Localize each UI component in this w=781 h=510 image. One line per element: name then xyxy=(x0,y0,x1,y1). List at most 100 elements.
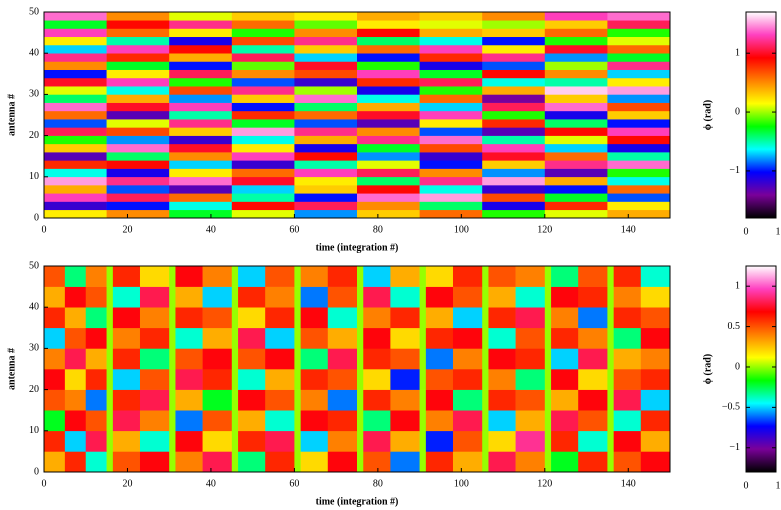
heatmap-cell xyxy=(607,389,614,411)
heatmap-cell xyxy=(231,44,295,54)
heatmap-cell xyxy=(419,127,483,136)
heatmap-cell xyxy=(544,86,608,95)
heatmap-cell xyxy=(44,430,66,452)
heatmap-cell xyxy=(44,94,107,103)
heatmap-cell xyxy=(139,451,170,473)
heatmap-cell xyxy=(357,152,420,161)
heatmap-cell xyxy=(544,410,552,432)
heatmap-cell xyxy=(419,410,427,432)
x-tick-label: 20 xyxy=(122,478,132,489)
y-tick-label: 50 xyxy=(29,260,39,271)
heatmap-cell xyxy=(607,286,614,308)
heatmap-cell xyxy=(357,127,420,136)
heatmap-cell xyxy=(294,201,358,211)
heatmap-cell xyxy=(357,119,420,128)
heatmap-cell xyxy=(515,410,546,432)
heatmap-cell xyxy=(265,369,295,390)
heatmap-cell xyxy=(44,36,107,46)
heatmap-cell xyxy=(357,209,420,219)
heatmap-cell xyxy=(175,266,203,287)
heatmap-cell xyxy=(294,20,358,29)
heatmap-cell xyxy=(294,86,358,95)
heatmap-cell xyxy=(357,135,420,145)
heatmap-cell xyxy=(231,94,295,103)
heatmap-cell xyxy=(265,389,295,411)
heatmap-cell xyxy=(169,94,233,103)
heatmap-cell xyxy=(419,110,483,120)
heatmap-cell xyxy=(357,69,420,79)
heatmap-cell xyxy=(452,286,483,308)
heatmap-cell xyxy=(64,410,87,432)
heatmap-cell xyxy=(44,110,107,120)
heatmap-cell xyxy=(106,168,170,178)
heatmap-cell xyxy=(544,430,552,452)
heatmap-cell xyxy=(169,86,233,95)
heatmap-cell xyxy=(425,307,454,329)
heatmap-cell xyxy=(515,389,546,411)
heatmap-cell xyxy=(544,451,552,473)
heatmap-cell xyxy=(425,451,454,473)
heatmap-cell xyxy=(294,193,358,202)
heatmap-cell xyxy=(231,20,295,29)
heatmap-cell xyxy=(238,266,266,287)
heatmap-cell xyxy=(515,327,546,349)
heatmap-cell xyxy=(357,430,364,452)
x-tick-label: 40 xyxy=(206,478,216,489)
heatmap-cell xyxy=(231,430,239,452)
heatmap-cell xyxy=(551,266,579,287)
heatmap-cell xyxy=(482,119,546,128)
x-tick-label: 140 xyxy=(621,478,636,489)
heatmap-cell xyxy=(482,152,546,161)
heatmap-cell xyxy=(231,12,295,21)
heatmap-cell xyxy=(169,209,233,219)
heatmap-cell xyxy=(482,135,546,145)
heatmap-cell xyxy=(482,209,546,219)
heatmap-cell xyxy=(419,53,483,62)
heatmap-cell xyxy=(482,86,546,95)
heatmap-cell xyxy=(607,410,614,432)
heatmap-cell xyxy=(112,307,141,329)
heatmap-cell xyxy=(482,389,489,411)
heatmap-cell xyxy=(488,348,516,370)
heatmap-cell xyxy=(544,185,608,194)
heatmap-cell xyxy=(452,389,483,411)
heatmap-cell xyxy=(357,44,420,54)
heatmap-cell xyxy=(231,168,295,178)
heatmap-cell xyxy=(231,28,295,38)
heatmap-cell xyxy=(482,143,546,153)
heatmap-cell xyxy=(578,307,608,329)
heatmap-cell xyxy=(231,193,295,202)
heatmap-cell xyxy=(613,389,642,411)
heatmap-cell xyxy=(482,307,489,329)
heatmap-cell xyxy=(169,451,176,473)
heatmap-cell xyxy=(640,430,671,452)
heatmap-cell xyxy=(294,143,358,153)
heatmap-cell xyxy=(390,451,420,473)
heatmap-cell xyxy=(613,430,642,452)
heatmap-cell xyxy=(238,389,266,411)
heatmap-cell xyxy=(106,286,114,308)
heatmap-cell xyxy=(419,94,483,103)
heatmap-cell xyxy=(640,389,671,411)
heatmap-cell xyxy=(44,61,107,70)
x-tick-label: 0 xyxy=(42,478,47,489)
heatmap-cell xyxy=(607,327,614,349)
heatmap-cell xyxy=(231,160,295,169)
heatmap-cell xyxy=(419,20,483,29)
heatmap-cell xyxy=(515,369,546,390)
heatmap-cell xyxy=(390,430,420,452)
heatmap-cell xyxy=(607,61,671,70)
heatmap-cell xyxy=(85,286,107,308)
heatmap-cell xyxy=(106,152,170,161)
heatmap-cell xyxy=(357,176,420,186)
heatmap-cell xyxy=(425,410,454,432)
heatmap-cell xyxy=(169,53,233,62)
colorbar xyxy=(745,265,777,473)
heatmap-cell xyxy=(425,369,454,390)
heatmap-cell xyxy=(613,410,642,432)
heatmap-cell xyxy=(169,28,233,38)
heatmap-cell xyxy=(452,348,483,370)
heatmap-cell xyxy=(419,152,483,161)
heatmap-cell xyxy=(607,53,671,62)
heatmap-cell xyxy=(231,127,295,136)
